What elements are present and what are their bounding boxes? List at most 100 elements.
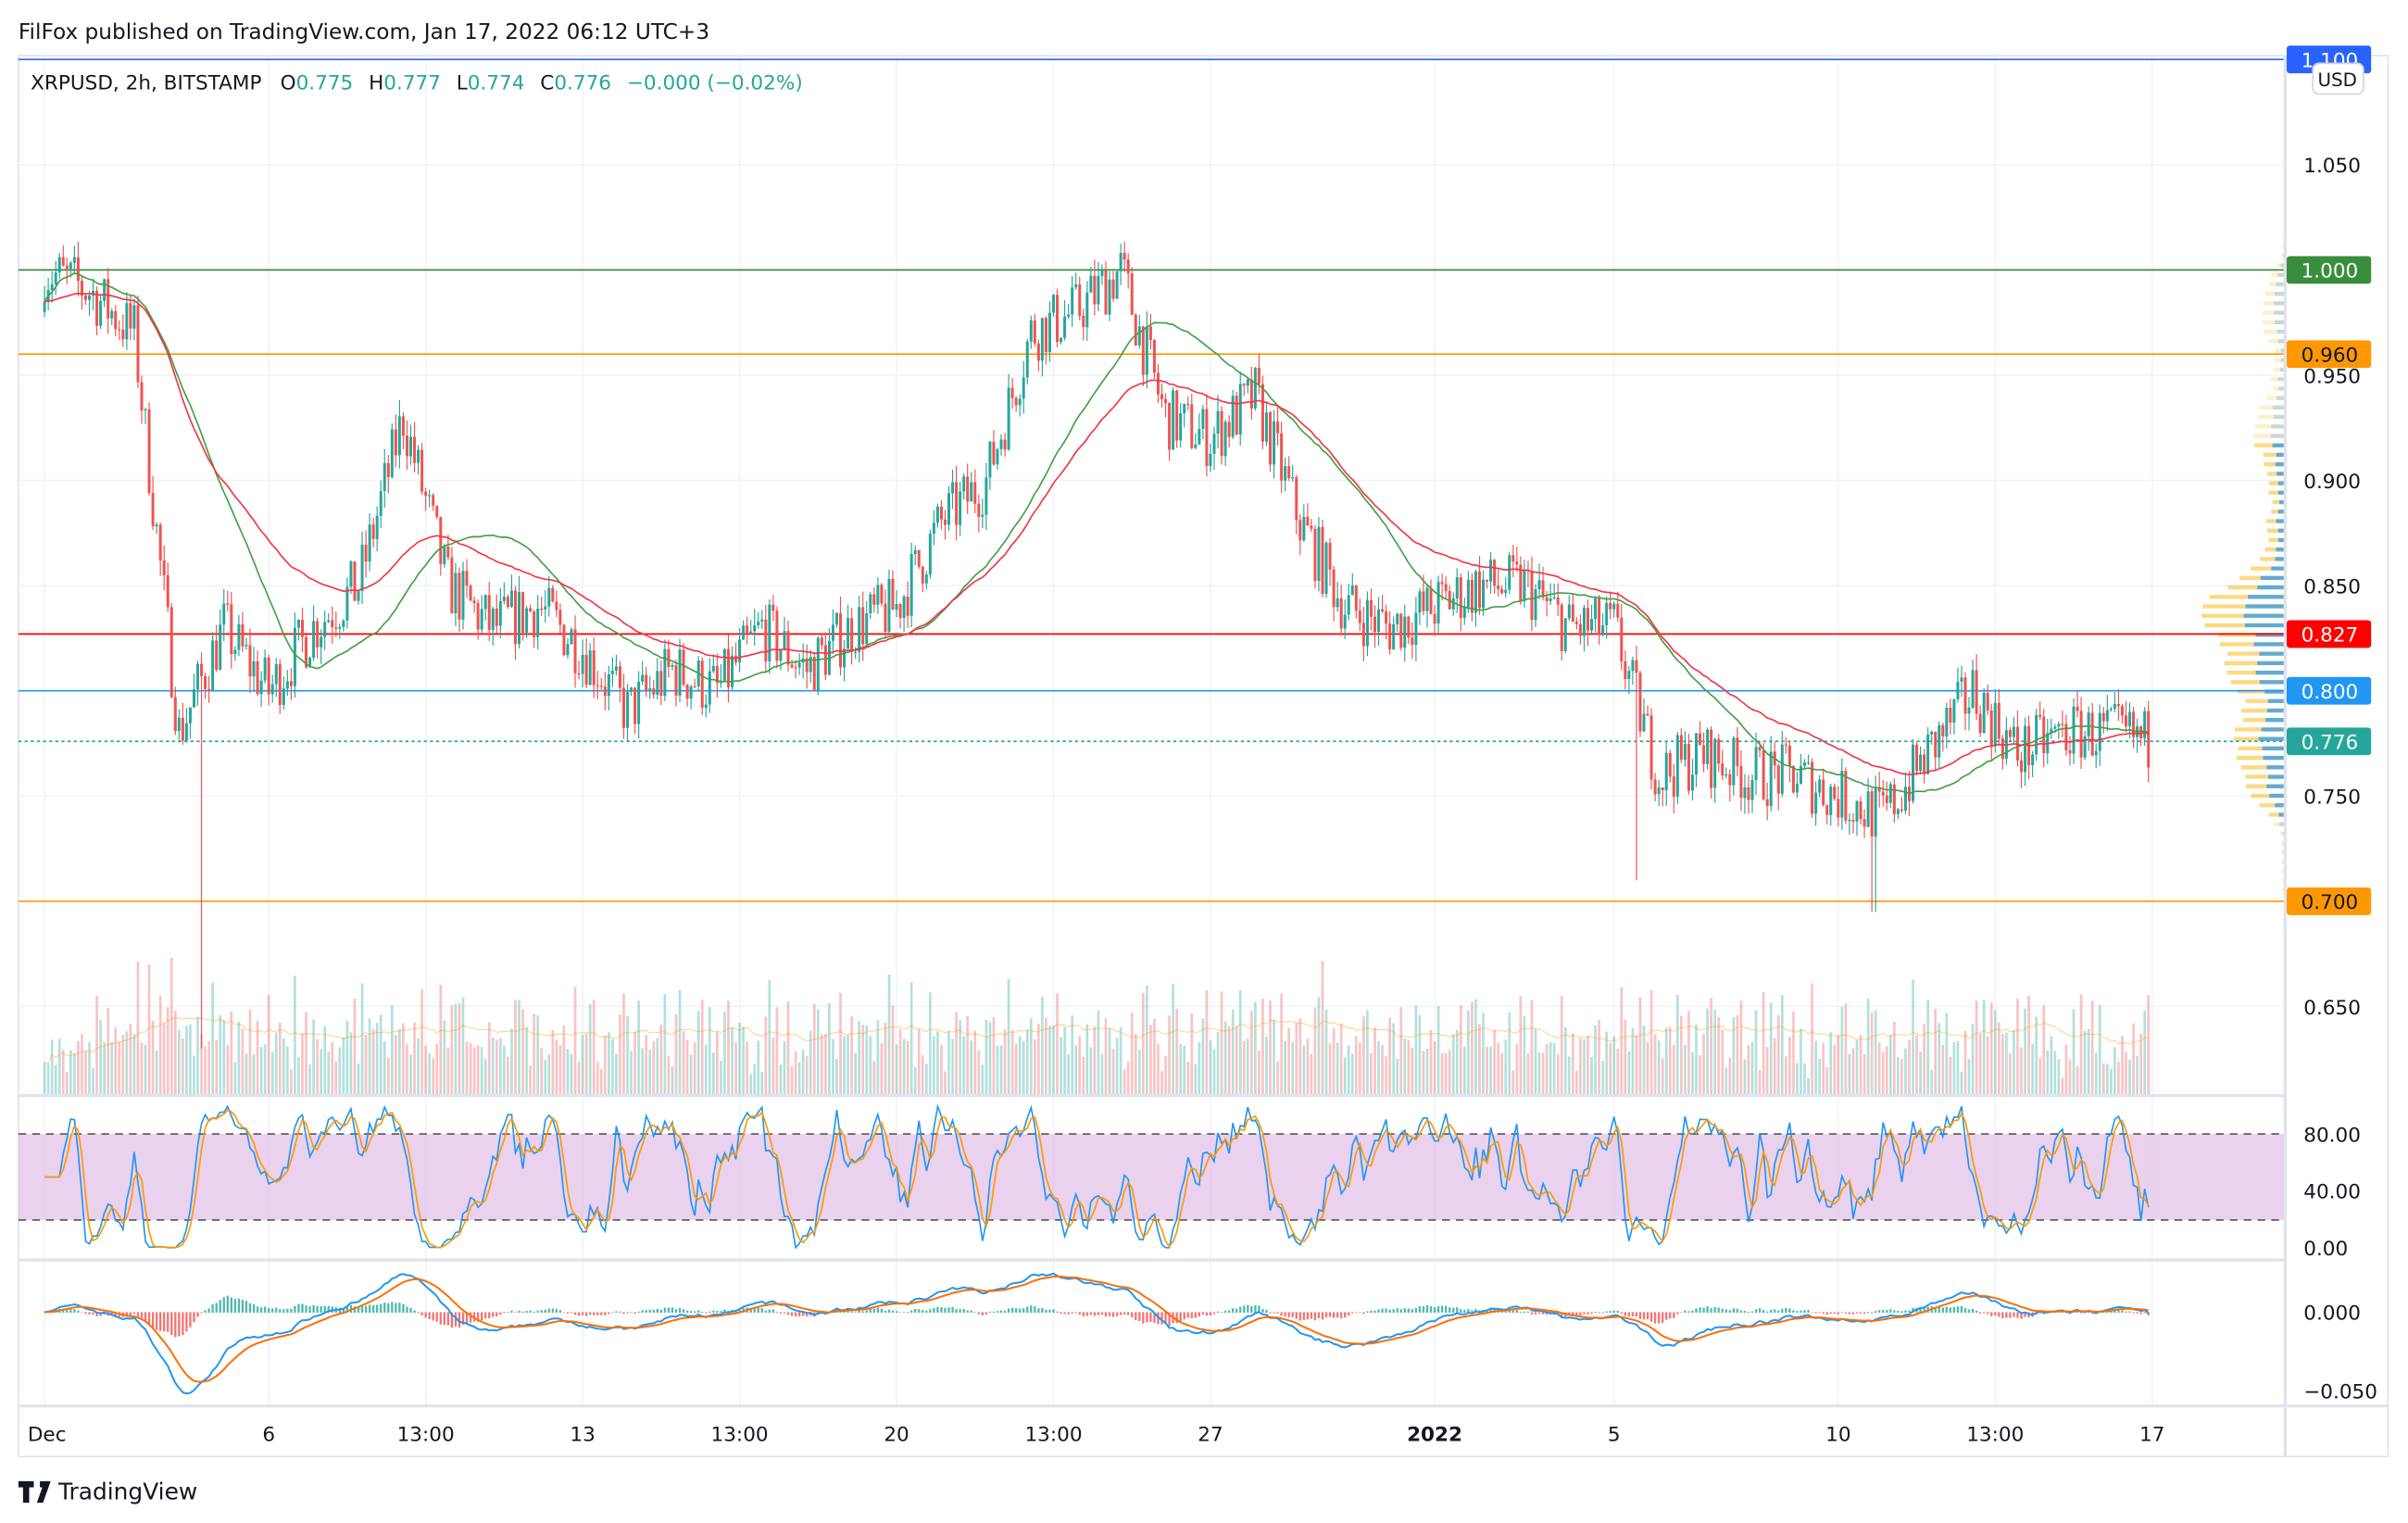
macd-histogram-bar	[1168, 1312, 1171, 1327]
volume-ma-line	[44, 1016, 2149, 1064]
macd-histogram-bar	[1082, 1312, 1085, 1316]
volume-profile-down	[2240, 765, 2286, 770]
volume-bar	[499, 1038, 502, 1096]
volume-bar	[331, 1041, 334, 1096]
macd-histogram-bar	[1572, 1312, 1574, 1315]
volume-profile-down	[2251, 793, 2286, 799]
macd-histogram-bar	[790, 1312, 794, 1316]
macd-histogram-bar	[918, 1309, 921, 1313]
volume-bar	[282, 1038, 285, 1096]
volume-profile-up	[2259, 680, 2286, 685]
volume-bar	[2053, 1051, 2057, 1096]
macd-histogram-bar	[380, 1303, 383, 1313]
volume-bar	[663, 993, 667, 1096]
price-axis-tick: 1.050	[2303, 155, 2361, 178]
volume-bar	[2136, 1056, 2138, 1096]
candle-body	[809, 657, 812, 673]
macd-histogram-bar	[764, 1310, 767, 1313]
candle-body	[2147, 711, 2151, 768]
volume-bar	[1897, 1057, 1900, 1096]
macd-histogram-bar	[1919, 1307, 1922, 1313]
candle-body	[1750, 779, 1754, 800]
currency-button[interactable]: USD	[2312, 62, 2364, 95]
macd-histogram-bar	[271, 1308, 274, 1313]
volume-bar	[1198, 1042, 1201, 1096]
volume-bar	[645, 1035, 648, 1096]
volume-bar	[1844, 1003, 1848, 1096]
candle-body	[529, 608, 533, 611]
volume-bar	[270, 1052, 274, 1096]
candle-body	[166, 575, 169, 608]
candle-body	[1093, 275, 1097, 305]
candle-body	[469, 585, 472, 601]
candle-body	[428, 495, 432, 497]
candle-body	[386, 462, 390, 478]
macd-histogram-bar	[1594, 1312, 1597, 1313]
candle-body	[577, 673, 581, 674]
macd-histogram-bar	[84, 1312, 87, 1315]
macd-histogram-bar	[1467, 1309, 1470, 1313]
tradingview-logo[interactable]: TradingView	[18, 1479, 197, 1505]
macd-histogram-bar	[697, 1310, 700, 1313]
volume-profile-up	[2278, 490, 2286, 496]
candle-body	[659, 671, 663, 697]
volume-bar	[461, 997, 465, 1096]
macd-histogram-bar	[1684, 1310, 1687, 1313]
volume-bar	[1280, 993, 1283, 1096]
candle-body	[562, 624, 566, 656]
candle-body	[834, 612, 838, 625]
volume-bar	[809, 1030, 812, 1096]
candles[interactable]	[43, 241, 2151, 1049]
candle-body	[1993, 702, 1997, 747]
macd-histogram-bar	[985, 1312, 988, 1315]
macd-histogram-bar	[1067, 1312, 1070, 1315]
volume-bar	[1433, 1041, 1436, 1096]
volume-bar	[1119, 1026, 1122, 1096]
macd-histogram-bar	[2121, 1310, 2124, 1313]
volume-bar	[114, 1027, 118, 1096]
volume-bar	[345, 1021, 349, 1096]
candle-body	[704, 704, 708, 708]
macd-histogram-bar	[1706, 1305, 1709, 1313]
volume-profile-up	[2268, 774, 2286, 779]
macd-histogram-bar	[1875, 1311, 1877, 1313]
macd-histogram-bar	[1269, 1312, 1272, 1314]
candle-body	[69, 262, 72, 270]
volume-bar	[200, 1034, 203, 1096]
macd-histogram-bar	[630, 1312, 633, 1313]
volume-bar	[398, 1028, 401, 1096]
volume-bar	[95, 996, 98, 1096]
macd-histogram-bar	[1978, 1312, 1982, 1314]
volume-bar	[1862, 1054, 1866, 1096]
candle-body	[1616, 603, 1620, 618]
volume-profile-down	[2273, 367, 2286, 372]
macd-histogram-bar	[69, 1309, 72, 1313]
volume-profile-up	[2274, 320, 2286, 325]
candle-body	[1130, 273, 1134, 315]
candle-body	[898, 604, 902, 618]
candle-body	[847, 618, 850, 649]
price-axis-tick: 0.650	[2303, 997, 2361, 1020]
candle-body	[1148, 326, 1152, 341]
volume-bar	[1724, 1067, 1728, 1096]
macd-histogram-bar	[1511, 1309, 1514, 1313]
macd-histogram-bar	[136, 1312, 140, 1317]
volume-bar	[409, 1054, 412, 1096]
candle-body	[1803, 762, 1806, 766]
macd-histogram-bar	[1956, 1306, 1960, 1313]
macd-histogram-bar	[1355, 1312, 1358, 1314]
volume-bar	[599, 1068, 603, 1096]
candle-body	[1455, 577, 1459, 598]
macd-histogram-bar	[693, 1311, 696, 1313]
macd-histogram-bar	[2117, 1309, 2120, 1313]
candle-body	[1870, 791, 1874, 837]
macd-histogram-bar	[663, 1307, 667, 1313]
volume-bar	[503, 1045, 506, 1096]
macd-histogram-bar	[305, 1305, 307, 1313]
candle-body	[988, 441, 992, 478]
volume-bar	[1672, 1044, 1675, 1096]
volume-profile-up	[2275, 557, 2286, 561]
macd-histogram-bar	[237, 1298, 241, 1313]
candle-body	[312, 621, 316, 658]
